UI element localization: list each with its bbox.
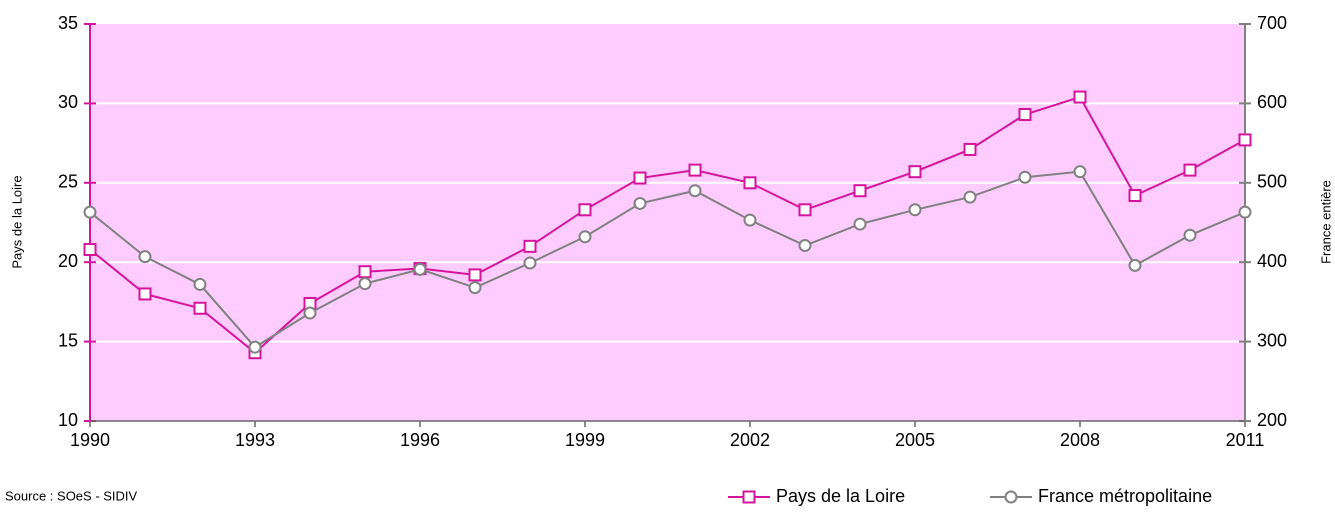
y2-tick-label: 600 xyxy=(1257,92,1287,112)
data-point xyxy=(1073,90,1087,104)
data-point xyxy=(83,242,97,256)
data-point xyxy=(358,277,372,291)
data-point xyxy=(138,250,152,264)
y-tick-label: 10 xyxy=(58,410,78,430)
data-point xyxy=(1183,228,1197,242)
data-point xyxy=(743,176,757,190)
series-line xyxy=(89,170,1246,349)
data-point xyxy=(358,265,372,279)
x-tick-label: 2011 xyxy=(1226,430,1265,450)
data-point xyxy=(853,184,867,198)
data-point xyxy=(1238,133,1252,147)
y-tick-label: 25 xyxy=(58,172,78,192)
data-point xyxy=(578,203,592,217)
x-tick-label: 2008 xyxy=(1060,430,1100,450)
plot-background xyxy=(90,24,1245,421)
data-point xyxy=(413,262,427,276)
data-point xyxy=(798,239,812,253)
data-point xyxy=(963,190,977,204)
data-point xyxy=(193,301,207,315)
y2-tick-label: 500 xyxy=(1257,172,1287,192)
x-tick-label: 1990 xyxy=(70,430,110,450)
data-point xyxy=(1018,108,1032,122)
data-point xyxy=(798,203,812,217)
legend-label: Pays de la Loire xyxy=(776,486,905,506)
data-point xyxy=(523,239,537,253)
series-line xyxy=(89,95,1246,355)
y2-tick-label: 200 xyxy=(1257,410,1287,430)
data-point xyxy=(908,203,922,217)
data-point xyxy=(578,230,592,244)
data-point xyxy=(633,171,647,185)
x-tick-label: 2005 xyxy=(895,430,935,450)
x-tick-label: 1999 xyxy=(565,430,605,450)
legend-marker xyxy=(742,490,756,504)
y-tick-label: 35 xyxy=(58,13,78,33)
data-point xyxy=(743,213,757,227)
x-tick-label: 1996 xyxy=(400,430,440,450)
y2-axis-label: France entière xyxy=(1318,180,1333,264)
data-point xyxy=(1238,205,1252,219)
data-point xyxy=(853,217,867,231)
data-point xyxy=(468,281,482,295)
y-axis-label: Pays de la Loire xyxy=(9,175,24,268)
data-point xyxy=(1183,163,1197,177)
data-point xyxy=(633,196,647,210)
data-point xyxy=(1018,170,1032,184)
y-tick-label: 30 xyxy=(58,92,78,112)
data-point xyxy=(248,340,262,354)
data-point xyxy=(523,256,537,270)
legend-marker xyxy=(1004,490,1018,504)
data-point xyxy=(908,165,922,179)
data-point xyxy=(1128,189,1142,203)
legend-label: France métropolitaine xyxy=(1038,486,1212,506)
data-point xyxy=(303,306,317,320)
x-tick-label: 2002 xyxy=(730,430,770,450)
data-point xyxy=(688,163,702,177)
y-tick-label: 20 xyxy=(58,251,78,271)
y2-tick-label: 300 xyxy=(1257,330,1287,350)
data-point xyxy=(963,142,977,156)
data-point xyxy=(1073,165,1087,179)
y2-tick-label: 700 xyxy=(1257,13,1287,33)
data-point xyxy=(138,287,152,301)
y-tick-label: 15 xyxy=(58,330,78,350)
x-tick-label: 1993 xyxy=(235,430,275,450)
y2-tick-label: 400 xyxy=(1257,251,1287,271)
source: Source : SOeS - SIDIV xyxy=(5,488,138,503)
data-point xyxy=(468,268,482,282)
data-point xyxy=(1128,258,1142,272)
data-point xyxy=(193,277,207,291)
data-point xyxy=(83,205,97,219)
data-point xyxy=(688,184,702,198)
